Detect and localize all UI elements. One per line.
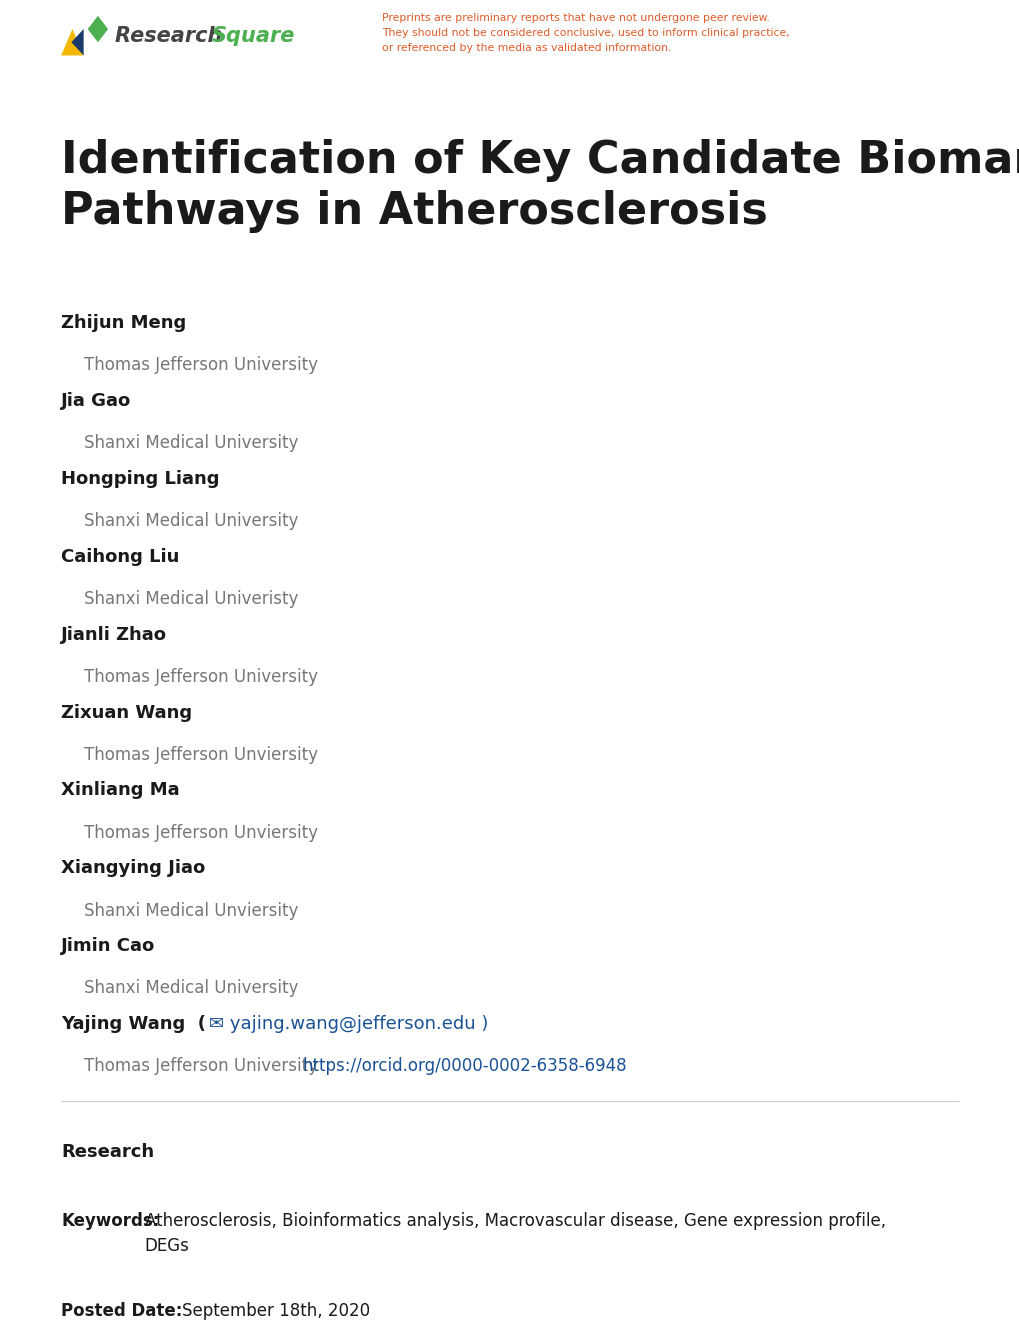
Text: Shanxi Medical University: Shanxi Medical University <box>84 512 298 531</box>
Text: https://orcid.org/0000-0002-6358-6948: https://orcid.org/0000-0002-6358-6948 <box>303 1057 627 1076</box>
Text: Research: Research <box>115 25 229 46</box>
Text: Jimin Cao: Jimin Cao <box>61 937 155 956</box>
Text: Shanxi Medical Unviersity: Shanxi Medical Unviersity <box>84 902 298 920</box>
Text: Zhijun Meng: Zhijun Meng <box>61 314 186 333</box>
Text: Research: Research <box>61 1143 154 1162</box>
Text: Hongping Liang: Hongping Liang <box>61 470 219 488</box>
Text: Jianli Zhao: Jianli Zhao <box>61 626 167 644</box>
Polygon shape <box>88 16 108 42</box>
Text: Thomas Jefferson Unviersity: Thomas Jefferson Unviersity <box>84 746 317 764</box>
Text: Square: Square <box>212 25 296 46</box>
Text: Shanxi Medical University: Shanxi Medical University <box>84 979 298 998</box>
Text: Xinliang Ma: Xinliang Ma <box>61 781 179 800</box>
Text: Preprints are preliminary reports that have not undergone peer review.
They shou: Preprints are preliminary reports that h… <box>382 13 790 53</box>
Text: Identification of Key Candidate Biomarkers and
Pathways in Atherosclerosis: Identification of Key Candidate Biomarke… <box>61 139 1019 234</box>
Text: ✉ yajing.wang@jefferson.edu ): ✉ yajing.wang@jefferson.edu ) <box>209 1015 488 1034</box>
Text: Shanxi Medical Univeristy: Shanxi Medical Univeristy <box>84 590 298 609</box>
Polygon shape <box>61 29 84 55</box>
Text: Thomas Jefferson Unviersity: Thomas Jefferson Unviersity <box>84 824 317 842</box>
Text: Caihong Liu: Caihong Liu <box>61 548 179 566</box>
Text: Zixuan Wang: Zixuan Wang <box>61 704 193 722</box>
Text: Yajing Wang  (: Yajing Wang ( <box>61 1015 212 1034</box>
Polygon shape <box>71 29 84 55</box>
Text: Thomas Jefferson University: Thomas Jefferson University <box>84 1057 317 1076</box>
Text: Atherosclerosis, Bioinformatics analysis, Macrovascular disease, Gene expression: Atherosclerosis, Bioinformatics analysis… <box>145 1212 886 1255</box>
Text: Posted Date:: Posted Date: <box>61 1302 182 1320</box>
Text: Xiangying Jiao: Xiangying Jiao <box>61 859 205 878</box>
Text: Jia Gao: Jia Gao <box>61 392 131 411</box>
Text: Thomas Jefferson University: Thomas Jefferson University <box>84 356 317 375</box>
Text: Keywords:: Keywords: <box>61 1212 159 1230</box>
Text: September 18th, 2020: September 18th, 2020 <box>181 1302 369 1320</box>
Text: Thomas Jefferson University: Thomas Jefferson University <box>84 668 317 686</box>
Text: Shanxi Medical University: Shanxi Medical University <box>84 434 298 453</box>
